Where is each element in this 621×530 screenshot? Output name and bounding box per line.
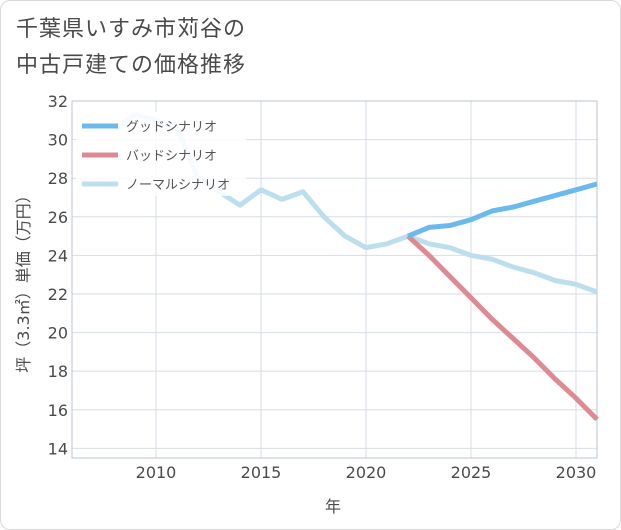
- plot-border: [71, 100, 598, 459]
- y-tick-label: 22: [48, 285, 68, 304]
- chart-title-line-1: 千葉県いすみ市苅谷の: [16, 17, 247, 42]
- y-tick-label: 14: [48, 439, 68, 458]
- x-tick-label: 2030: [556, 463, 597, 482]
- y-tick-label: 20: [48, 324, 68, 343]
- legend-label-bad: バッドシナリオ: [126, 149, 217, 164]
- x-tick-label: 2025: [451, 463, 492, 482]
- legend-label-normal: ノーマルシナリオ: [126, 178, 230, 193]
- y-axis-title: 坪（3.3㎡）単価（万円）: [14, 187, 33, 372]
- y-tick-label: 26: [48, 208, 68, 227]
- y-tick-label: 18: [48, 362, 68, 381]
- x-tick-label: 2015: [241, 463, 282, 482]
- legend-label-good: グッドシナリオ: [126, 120, 217, 135]
- x-tick-label: 2010: [136, 463, 177, 482]
- y-tick-label: 16: [48, 401, 68, 420]
- chart-title: 千葉県いすみ市苅谷の 中古戸建ての価格推移: [16, 12, 246, 84]
- y-tick-label: 32: [48, 92, 68, 111]
- y-tick-label: 28: [48, 169, 68, 188]
- series-line-good: [407, 181, 598, 239]
- tick-labels: 14 16 18 20 22 24 26 28 30 32 2010 2015 2020 2025 2030: [48, 92, 597, 482]
- x-axis-title: 年: [325, 497, 341, 516]
- series-line-bad: [406, 234, 599, 422]
- x-tick-label: 2020: [346, 463, 387, 482]
- y-tick-label: 30: [48, 131, 68, 150]
- chart-title-line-2: 中古戸建ての価格推移: [16, 53, 247, 78]
- y-tick-label: 24: [48, 246, 68, 265]
